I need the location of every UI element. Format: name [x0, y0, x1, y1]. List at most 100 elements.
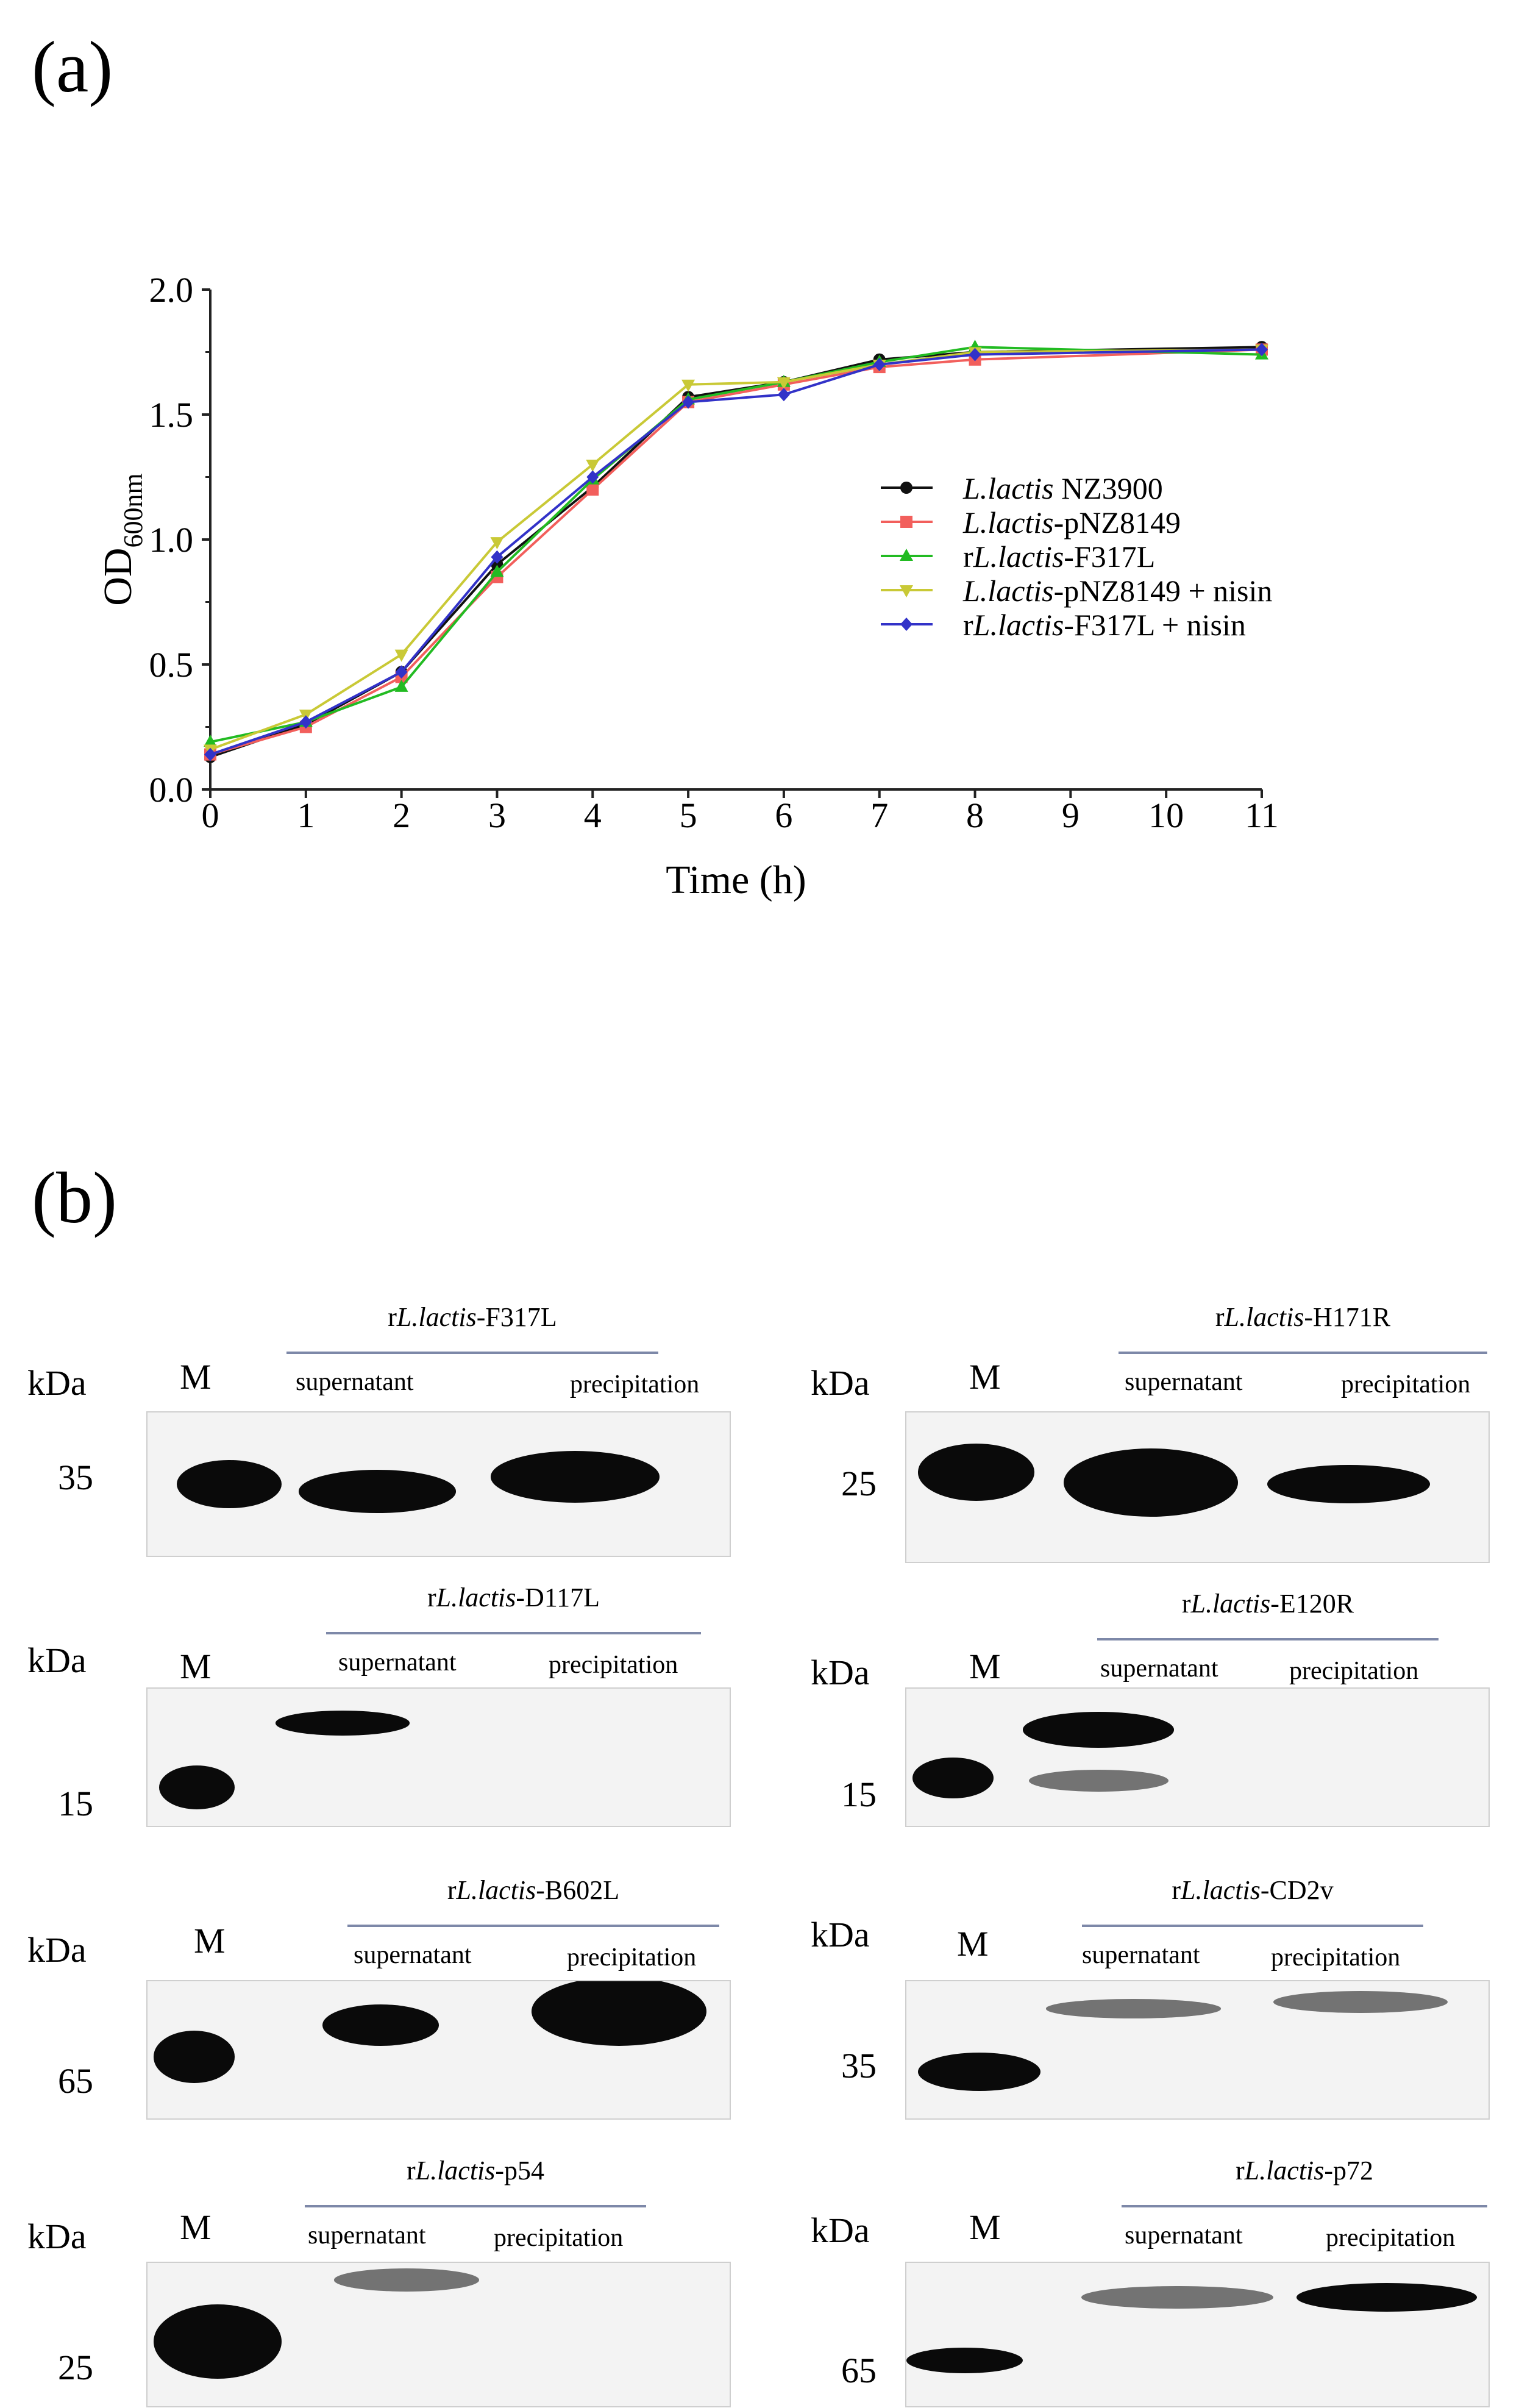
- panel-b-label: (b): [32, 1157, 117, 1238]
- gel-image: [905, 2262, 1490, 2407]
- legend-label: L.lactis-pNZ8149 + nisin: [962, 574, 1272, 608]
- blot-title-construct: -F317L: [476, 1302, 557, 1332]
- kda-label: kDa: [27, 1930, 87, 1970]
- gel-band: [176, 1459, 282, 1509]
- data-point: [900, 482, 912, 494]
- marker-lane-label: M: [194, 1921, 226, 1961]
- blot-title-prefix: r: [1235, 2156, 1245, 2185]
- x-tick-label: 0: [202, 796, 219, 835]
- x-tick-label: 1: [297, 796, 315, 835]
- marker-lane-label: M: [180, 1647, 212, 1686]
- blot-title-species: L.lactis: [1224, 1302, 1304, 1332]
- lane-label-supernatant: supernatant: [296, 1368, 414, 1396]
- blot-title-species: L.lactis: [456, 1875, 536, 1905]
- marker-lane-label: M: [180, 2207, 212, 2247]
- data-point: [395, 665, 408, 679]
- y-tick-label: 1.0: [149, 520, 194, 560]
- gel-band: [1296, 2282, 1477, 2312]
- gel-band: [159, 1765, 235, 1809]
- blot-divider-line: [347, 1925, 719, 1927]
- x-tick-label: 10: [1148, 796, 1184, 835]
- data-point: [777, 377, 791, 390]
- data-point: [586, 483, 599, 496]
- lane-label-precipitation: precipitation: [1326, 2224, 1456, 2252]
- gel-band: [1063, 1448, 1239, 1517]
- y-tick-label: 1.5: [149, 395, 194, 435]
- y-axis-title-subscript: 600nm: [118, 473, 148, 547]
- marker-lane-label: M: [180, 1357, 212, 1397]
- x-tick-label: 9: [1062, 796, 1080, 835]
- gel-image: [146, 2262, 731, 2407]
- blot-title-construct: -CD2v: [1260, 1875, 1334, 1905]
- blot-title: rL.lactis-B602L: [347, 1875, 719, 1906]
- legend-item: rL.lactis-F317L + nisin: [881, 608, 1246, 642]
- data-point: [490, 565, 504, 577]
- lane-label-supernatant: supernatant: [338, 1648, 457, 1676]
- x-tick-label: 8: [966, 796, 984, 835]
- x-tick-label: 7: [870, 796, 888, 835]
- series-f317l-nisin: [204, 343, 1268, 761]
- molecular-weight-marker: 15: [58, 1784, 93, 1823]
- blot-title-construct: -E120R: [1270, 1589, 1354, 1619]
- blot-title: rL.lactis-F317L: [286, 1302, 658, 1333]
- molecular-weight-marker: 65: [58, 2061, 93, 2101]
- x-tick-label: 4: [584, 796, 602, 835]
- lane-label-supernatant: supernatant: [1125, 1368, 1243, 1396]
- kda-label: kDa: [27, 2217, 87, 2256]
- data-point: [900, 585, 913, 597]
- series-line: [210, 348, 1262, 751]
- gel-band: [912, 1757, 994, 1798]
- lane-label-precipitation: precipitation: [1271, 1943, 1401, 1972]
- gel-band: [1046, 1999, 1221, 2018]
- molecular-weight-marker: 35: [841, 2046, 877, 2086]
- data-point: [900, 549, 913, 561]
- blot-title-prefix: r: [406, 2156, 416, 2185]
- gel-band: [1023, 1712, 1175, 1748]
- marker-lane-label: M: [969, 1357, 1001, 1397]
- gel-band: [299, 1470, 457, 1513]
- blot-divider-line: [326, 1632, 701, 1634]
- blot-title-species: L.lactis: [415, 2156, 496, 2185]
- series-line: [210, 348, 1262, 756]
- data-point: [873, 358, 886, 371]
- y-tick-label: 0.0: [149, 770, 194, 810]
- molecular-weight-marker: 15: [841, 1775, 877, 1814]
- x-tick-label: 11: [1245, 796, 1279, 835]
- blot-title-prefix: r: [427, 1583, 436, 1612]
- data-point: [900, 516, 912, 528]
- molecular-weight-marker: 65: [841, 2351, 877, 2390]
- gel-band: [1267, 1464, 1431, 1504]
- blot-title-construct: -p72: [1324, 2156, 1374, 2185]
- molecular-weight-marker: 35: [58, 1458, 93, 1497]
- lane-label-precipitation: precipitation: [494, 2224, 624, 2252]
- chart-axes: 0 1 2 3 4 5 6 7 8 9 10 11 0.0 0.5 1.0 1.5 2.0 Time (h) OD6…: [96, 270, 1279, 902]
- gel-image: [146, 1980, 731, 2120]
- gel-image: [905, 1980, 1490, 2120]
- blot-title-species: L.lactis: [436, 1583, 516, 1612]
- y-tick-label: 2.0: [149, 270, 194, 310]
- molecular-weight-marker: 25: [841, 1464, 877, 1503]
- gel-band: [491, 1451, 660, 1503]
- gel-band: [322, 2004, 439, 2046]
- lane-label-precipitation: precipitation: [567, 1943, 697, 1972]
- gel-image: [905, 1687, 1490, 1827]
- data-point: [777, 388, 790, 402]
- y-axis-title: OD600nm: [96, 473, 148, 606]
- legend-label: L.lactis NZ3900: [962, 471, 1163, 505]
- y-axis-title-main: OD: [96, 547, 140, 605]
- gel-band: [153, 2031, 235, 2083]
- blot-title-prefix: r: [1172, 1875, 1181, 1905]
- lane-label-supernatant: supernatant: [308, 2221, 426, 2249]
- series-line: [210, 348, 1262, 756]
- data-point: [900, 618, 912, 631]
- lane-label-precipitation: precipitation: [1289, 1657, 1419, 1685]
- chart-legend: L.lactis NZ3900L.lactis-pNZ8149rL.lactis…: [881, 471, 1272, 642]
- lane-label-supernatant: supernatant: [1082, 1941, 1200, 1969]
- blot-title-construct: -H171R: [1304, 1302, 1391, 1332]
- blot-title-species: L.lactis: [396, 1302, 477, 1332]
- marker-lane-label: M: [969, 2207, 1001, 2247]
- kda-label: kDa: [811, 1653, 870, 1692]
- data-point: [586, 470, 599, 484]
- blot-divider-line: [1122, 2205, 1487, 2207]
- blot-title-prefix: r: [1215, 1302, 1225, 1332]
